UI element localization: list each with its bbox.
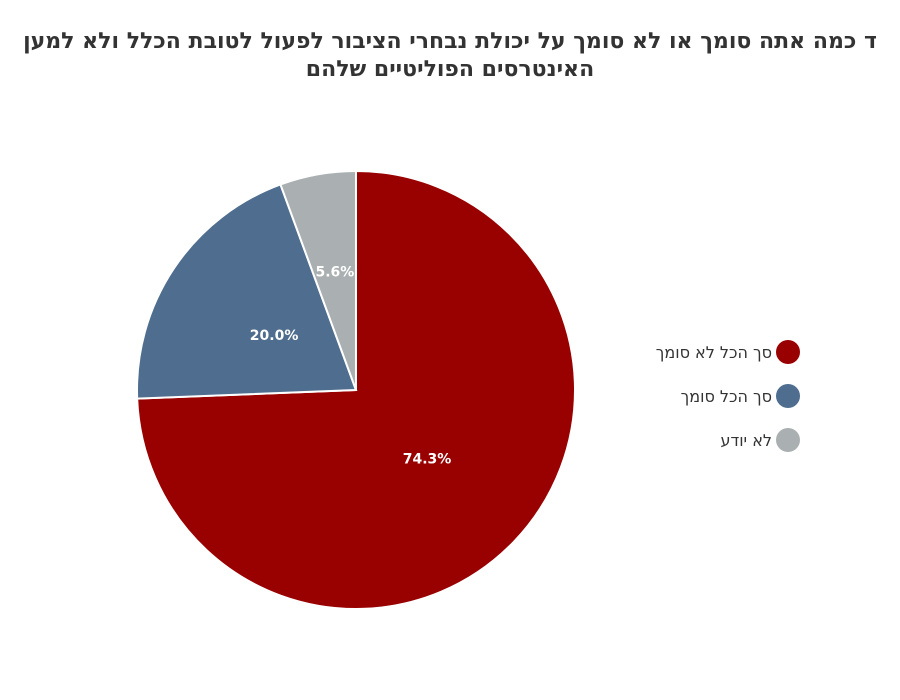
legend-item[interactable]: לא יודע <box>600 418 800 462</box>
legend-label: סך הכל סומך <box>680 386 772 406</box>
pie-slice-1 <box>136 183 358 400</box>
legend-swatch-icon <box>776 428 800 452</box>
slice-value-label: 74.3% <box>403 451 452 467</box>
legend-item[interactable]: סך הכל סומך <box>600 374 800 418</box>
legend: סך הכל לא סומך סך הכל סומך לא יודע <box>600 330 800 462</box>
chart-title: ד כמה אתה סומך או לא סומך על יכולת נבחרי… <box>23 29 877 82</box>
legend-label: סך הכל לא סומך <box>655 342 772 362</box>
legend-item[interactable]: סך הכל לא סומך <box>600 330 800 374</box>
pie-slice-2 <box>279 169 357 391</box>
legend-swatch-icon <box>776 384 800 408</box>
legend-label: לא יודע <box>720 430 772 450</box>
slice-value-label: 20.0% <box>250 328 299 344</box>
legend-swatch-icon <box>776 340 800 364</box>
slice-value-label: 5.6% <box>315 264 354 280</box>
